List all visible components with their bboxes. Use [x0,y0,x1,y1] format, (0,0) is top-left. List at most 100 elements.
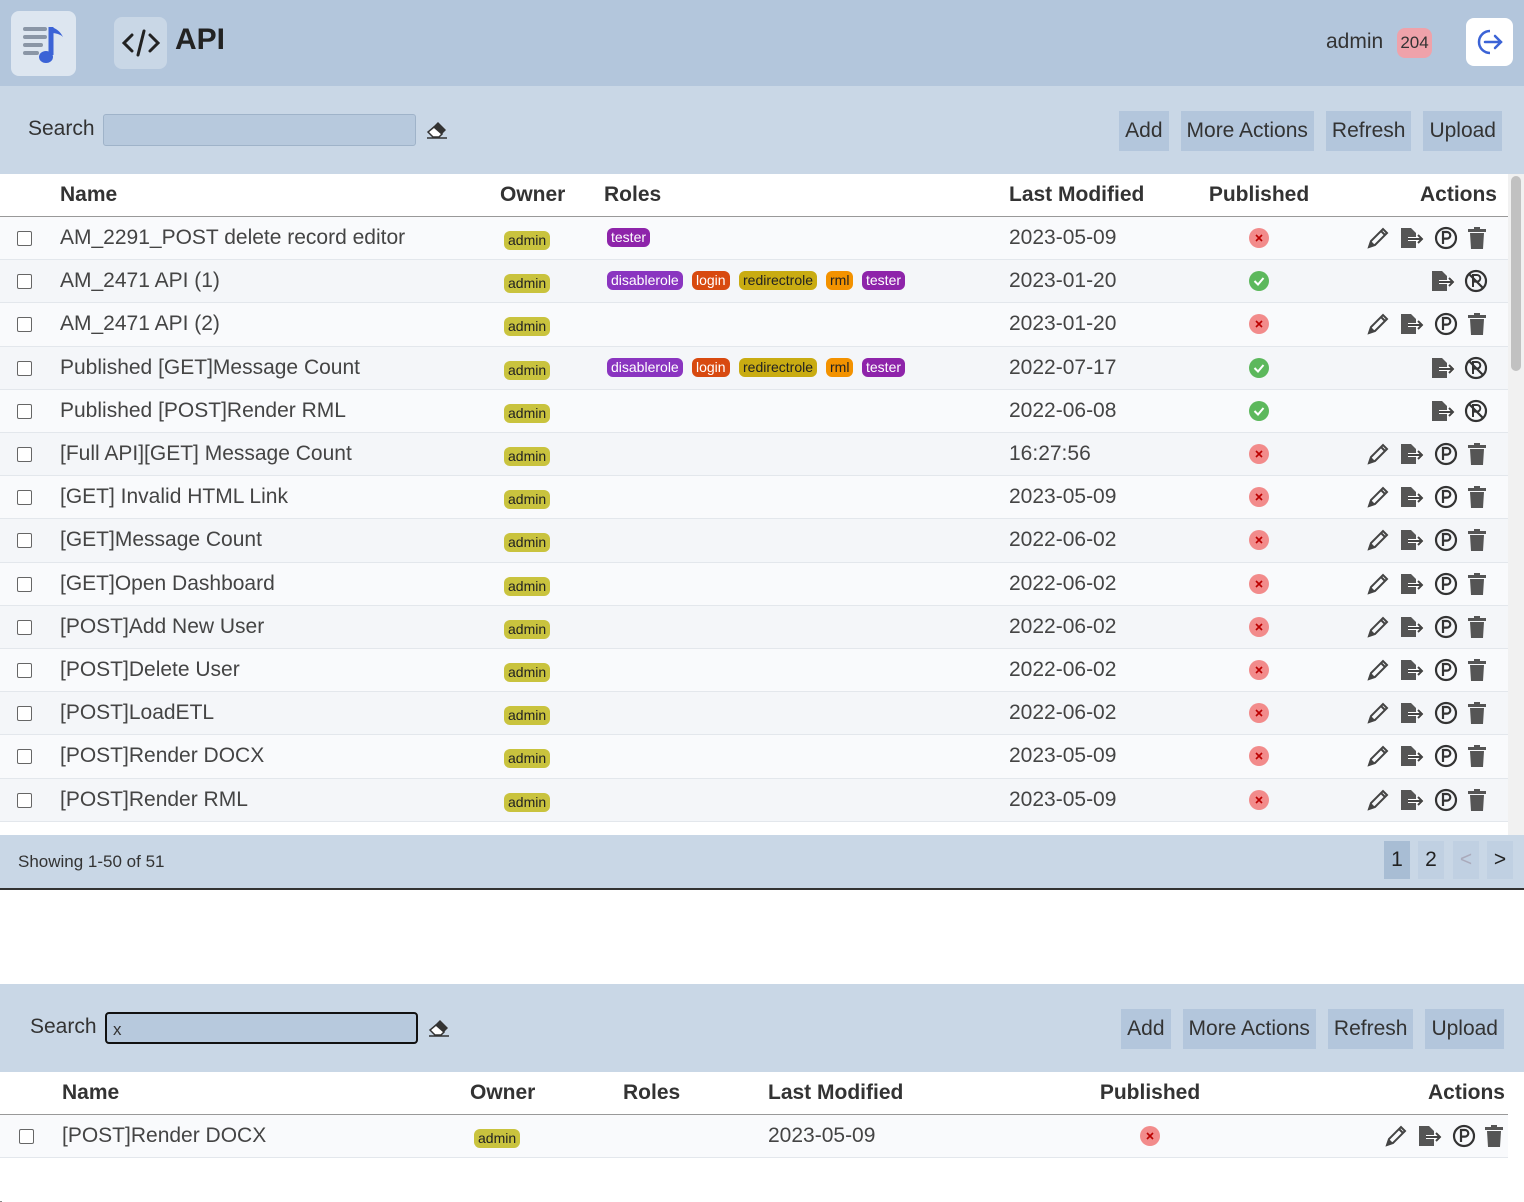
edit-action[interactable] [1366,658,1390,682]
export-action[interactable] [1398,442,1424,466]
row-checkbox[interactable] [19,1129,34,1144]
row-checkbox[interactable] [17,749,32,764]
publish-action[interactable] [1434,312,1458,336]
export-action[interactable] [1398,572,1424,596]
toolbar-button[interactable]: Upload [1425,1009,1504,1049]
user-name[interactable]: admin [1326,30,1383,54]
publish-action[interactable] [1434,485,1458,509]
publish-action[interactable] [1434,744,1458,768]
export-action[interactable] [1398,226,1424,250]
row-checkbox[interactable] [17,620,32,635]
edit-action[interactable] [1366,701,1390,725]
toolbar-button[interactable]: Add [1121,1009,1170,1049]
delete-action[interactable] [1466,442,1488,466]
row-checkbox[interactable] [17,533,32,548]
toolbar-button[interactable]: Refresh [1328,1009,1414,1049]
page-button[interactable]: > [1487,841,1513,879]
clear-search[interactable] [427,1017,451,1037]
api-name[interactable]: [POST]LoadETL [60,701,214,725]
edit-action[interactable] [1366,485,1390,509]
delete-action[interactable] [1466,658,1488,682]
publish-action[interactable] [1452,1124,1476,1148]
row-checkbox[interactable] [17,447,32,462]
export-action[interactable] [1398,658,1424,682]
edit-action[interactable] [1366,528,1390,552]
toolbar-button[interactable]: Refresh [1326,111,1412,151]
unpublish-action[interactable] [1464,356,1488,380]
unpublish-action[interactable] [1464,399,1488,423]
export-action[interactable] [1398,485,1424,509]
delete-action[interactable] [1466,615,1488,639]
api-name[interactable]: [POST]Render DOCX [60,744,264,768]
delete-action[interactable] [1466,572,1488,596]
row-checkbox[interactable] [17,361,32,376]
publish-action[interactable] [1434,658,1458,682]
delete-action[interactable] [1466,226,1488,250]
edit-action[interactable] [1384,1124,1408,1148]
publish-action[interactable] [1434,615,1458,639]
search-input[interactable]: x [105,1012,418,1044]
row-checkbox[interactable] [17,793,32,808]
edit-action[interactable] [1366,788,1390,812]
api-name[interactable]: AM_2291_POST delete record editor [60,226,405,250]
api-name[interactable]: [POST]Render DOCX [62,1124,266,1148]
export-action[interactable] [1429,399,1455,423]
delete-action[interactable] [1466,744,1488,768]
delete-action[interactable] [1466,701,1488,725]
delete-action[interactable] [1466,788,1488,812]
unpublish-action[interactable] [1464,269,1488,293]
api-name[interactable]: Published [GET]Message Count [60,356,360,380]
row-checkbox[interactable] [17,317,32,332]
export-action[interactable] [1398,788,1424,812]
export-action[interactable] [1429,269,1455,293]
api-name[interactable]: [GET] Invalid HTML Link [60,485,288,509]
row-checkbox[interactable] [17,231,32,246]
search-input[interactable] [103,114,416,146]
publish-action[interactable] [1434,788,1458,812]
publish-action[interactable] [1434,701,1458,725]
export-action[interactable] [1398,312,1424,336]
toolbar-button[interactable]: More Actions [1183,1009,1316,1049]
export-action[interactable] [1398,528,1424,552]
delete-action[interactable] [1466,312,1488,336]
api-name[interactable]: [Full API][GET] Message Count [60,442,352,466]
export-action[interactable] [1398,615,1424,639]
api-name[interactable]: AM_2471 API (2) [60,312,220,336]
page-button[interactable]: 1 [1384,841,1410,879]
api-name[interactable]: Published [POST]Render RML [60,399,346,423]
delete-action[interactable] [1466,528,1488,552]
row-checkbox[interactable] [17,706,32,721]
edit-action[interactable] [1366,442,1390,466]
api-name[interactable]: [POST]Add New User [60,615,264,639]
logout-button[interactable] [1466,18,1513,66]
api-name[interactable]: [GET]Message Count [60,528,262,552]
delete-action[interactable] [1483,1124,1505,1148]
api-name[interactable]: [POST]Render RML [60,788,248,812]
notification-badge[interactable]: 204 [1397,28,1432,58]
clear-search[interactable] [425,119,449,139]
export-action[interactable] [1416,1124,1442,1148]
publish-action[interactable] [1434,572,1458,596]
export-action[interactable] [1429,356,1455,380]
delete-action[interactable] [1466,485,1488,509]
publish-action[interactable] [1434,442,1458,466]
api-name[interactable]: [POST]Delete User [60,658,240,682]
row-checkbox[interactable] [17,663,32,678]
api-name[interactable]: [GET]Open Dashboard [60,572,275,596]
api-name[interactable]: AM_2471 API (1) [60,269,220,293]
toolbar-button[interactable]: More Actions [1181,111,1314,151]
row-checkbox[interactable] [17,577,32,592]
export-action[interactable] [1398,701,1424,725]
edit-action[interactable] [1366,744,1390,768]
toolbar-button[interactable]: Add [1119,111,1168,151]
toolbar-button[interactable]: Upload [1423,111,1502,151]
row-checkbox[interactable] [17,404,32,419]
edit-action[interactable] [1366,572,1390,596]
edit-action[interactable] [1366,226,1390,250]
edit-action[interactable] [1366,312,1390,336]
row-checkbox[interactable] [17,274,32,289]
publish-action[interactable] [1434,226,1458,250]
page-button[interactable]: 2 [1418,841,1444,879]
edit-action[interactable] [1366,615,1390,639]
publish-action[interactable] [1434,528,1458,552]
